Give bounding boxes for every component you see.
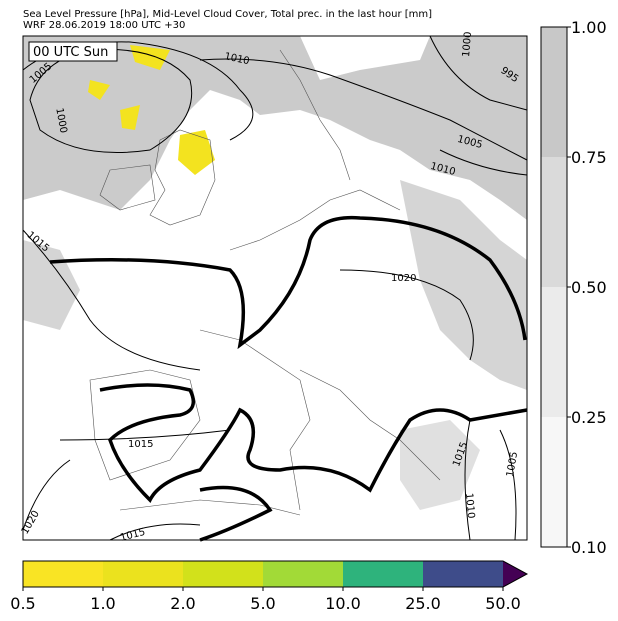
- time-label-box: [28, 41, 118, 62]
- cloud-colorbar: 1.00 0.75 0.50 0.25 0.10: [540, 18, 607, 557]
- colorbar-segment: [343, 561, 423, 587]
- isobar-1015: [49, 215, 528, 542]
- colorbar-tick-label: 0.10: [571, 538, 607, 557]
- map-frame: [22, 35, 528, 541]
- colorbar-tick-label: 2.0: [170, 594, 195, 613]
- title: Sea Level Pressure [hPa], Mid-Level Clou…: [23, 9, 432, 20]
- colorbar-extension: [503, 561, 527, 587]
- time-label: 00 UTC Sun: [33, 45, 108, 60]
- colorbar-segment: [541, 417, 567, 547]
- colorbar-segment: [541, 287, 567, 417]
- colorbar-tick-label: 0.50: [571, 278, 607, 297]
- colorbar-segment: [23, 561, 103, 587]
- contour-label: 1015: [128, 439, 153, 450]
- precip-areas: [88, 45, 215, 175]
- colorbar-tick-label: 0.75: [571, 148, 607, 167]
- colorbar-segment: [423, 561, 503, 587]
- colorbar-tick-label: 0.5: [10, 594, 35, 613]
- colorbar-tick-label: 1.0: [90, 594, 115, 613]
- colorbar-segment: [541, 27, 567, 157]
- contour-label: 1000: [53, 107, 68, 134]
- isobars: [22, 35, 528, 541]
- colorbar-tick-label: 25.0: [405, 594, 441, 613]
- colorbar-tick-label: 50.0: [485, 594, 521, 613]
- colorbar-tick-label: 0.25: [571, 408, 607, 427]
- colorbar-tick-label: 5.0: [250, 594, 275, 613]
- colorbar-frame: [22, 560, 529, 588]
- colorbar-segment: [541, 157, 567, 287]
- contour-label: 1010: [463, 493, 476, 519]
- contour-label: 1020: [391, 273, 416, 284]
- precip-colorbar: 0.5 1.0 2.0 5.0 10.0 25.0 50.0: [10, 560, 529, 613]
- contour-label: 1005: [505, 451, 520, 478]
- colorbar-tick-label: 10.0: [325, 594, 361, 613]
- contour-label: 1010: [223, 51, 250, 67]
- map: 00 UTC Sun 1010 1005 1000 995 1000 1005 …: [20, 31, 528, 544]
- cloud-areas: [23, 36, 527, 510]
- contour-label: 1000: [461, 31, 474, 57]
- colorbar-segment: [183, 561, 263, 587]
- subtitle: WRF 28.06.2019 18:00 UTC +30: [23, 20, 185, 31]
- colorbar-tick-label: 1.00: [571, 18, 607, 37]
- colorbar-segment: [263, 561, 343, 587]
- colorbar-segment: [103, 561, 183, 587]
